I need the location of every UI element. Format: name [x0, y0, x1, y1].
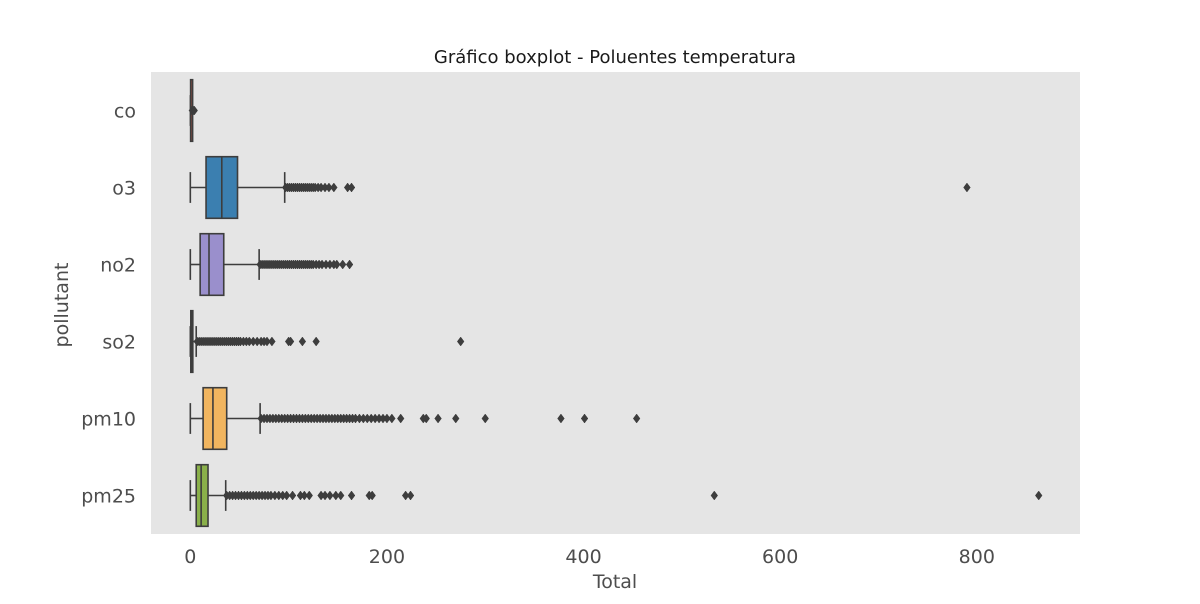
outlier-point [963, 182, 971, 193]
outlier-point [452, 413, 460, 424]
box-iqr [202, 386, 228, 451]
outlier-point [298, 336, 307, 347]
outlier-point [332, 490, 340, 501]
x-tick-label-200: 200 [369, 546, 405, 568]
box-o3 [189, 155, 971, 220]
outlier-point [347, 490, 356, 501]
outlier-point [401, 490, 410, 501]
outlier-point [282, 490, 291, 501]
y-tick-labels: co o3 no2 so2 pm10 pm25 [81, 101, 136, 508]
outlier-point [580, 413, 589, 424]
outlier-point [345, 259, 354, 270]
outlier-point [288, 490, 297, 501]
x-tick-labels: 0 200 400 600 800 [184, 546, 995, 568]
outlier-point [337, 490, 345, 501]
outlier-point [305, 490, 313, 501]
boxes-layer [188, 78, 1043, 528]
outlier-point [557, 413, 565, 424]
outlier-point [383, 413, 391, 424]
x-tick-label-600: 600 [762, 546, 798, 568]
outlier-point [434, 413, 442, 424]
outlier-point [312, 336, 320, 347]
outlier-point [286, 336, 295, 347]
outlier-point [347, 182, 356, 193]
chart-title: Gráfico boxplot - Poluentes temperatura [434, 47, 796, 68]
x-tick-label-400: 400 [565, 546, 601, 568]
outlier-point [632, 413, 641, 424]
y-tick-label-so2: so2 [102, 332, 136, 354]
y-tick-label-pm10: pm10 [81, 409, 136, 431]
x-tick-label-800: 800 [959, 546, 995, 568]
outlier-point [397, 413, 405, 424]
box-co [188, 78, 198, 143]
outlier-point [456, 336, 465, 347]
outlier-point [330, 182, 338, 193]
y-tick-label-co: co [114, 101, 136, 123]
y-axis-label: pollutant [51, 263, 73, 348]
outlier-point [190, 105, 198, 116]
outlier-point [1035, 490, 1043, 501]
box-no2 [189, 232, 354, 297]
box-pm10 [189, 386, 641, 451]
outlier-point [325, 182, 333, 193]
outlier-point [268, 336, 276, 347]
outlier-point [481, 413, 489, 424]
outlier-point [710, 490, 718, 501]
outlier-point [339, 259, 347, 270]
outlier-point [333, 259, 341, 270]
outlier-point [422, 413, 430, 424]
y-tick-label-pm25: pm25 [81, 486, 136, 508]
y-tick-label-no2: no2 [100, 255, 136, 277]
plot-background [151, 72, 1080, 534]
box-iqr [195, 463, 209, 528]
outlier-point [368, 490, 376, 501]
box-pm25 [189, 463, 1043, 528]
box-so2 [189, 309, 465, 374]
box-iqr [199, 232, 225, 297]
outlier-point [388, 413, 396, 424]
outlier-point [321, 490, 329, 501]
outlier-point [326, 490, 334, 501]
outlier-point [263, 336, 271, 347]
outlier-point [406, 490, 415, 501]
y-tick-label-o3: o3 [112, 178, 136, 200]
x-tick-label-0: 0 [184, 546, 196, 568]
outlier-point [300, 490, 309, 501]
x-axis-label: Total [592, 571, 637, 593]
